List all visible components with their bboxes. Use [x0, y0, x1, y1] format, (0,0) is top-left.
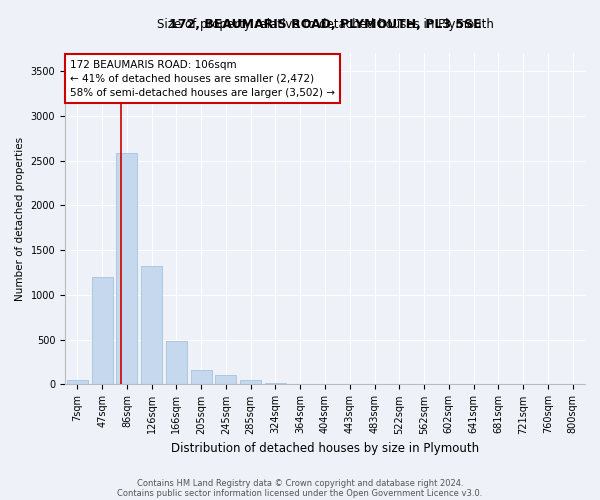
Bar	[67, 380, 88, 384]
Text: Contains HM Land Registry data © Crown copyright and database right 2024.: Contains HM Land Registry data © Crown c…	[137, 478, 463, 488]
Text: Contains public sector information licensed under the Open Government Licence v3: Contains public sector information licen…	[118, 488, 482, 498]
Text: 172, BEAUMARIS ROAD, PLYMOUTH, PL3 5SE: 172, BEAUMARIS ROAD, PLYMOUTH, PL3 5SE	[169, 18, 481, 32]
Bar	[166, 342, 187, 384]
Bar	[265, 383, 286, 384]
Bar	[92, 277, 113, 384]
Y-axis label: Number of detached properties: Number of detached properties	[15, 136, 25, 301]
Bar	[240, 380, 261, 384]
Text: 172 BEAUMARIS ROAD: 106sqm
← 41% of detached houses are smaller (2,472)
58% of s: 172 BEAUMARIS ROAD: 106sqm ← 41% of deta…	[70, 60, 335, 98]
Bar	[116, 154, 137, 384]
X-axis label: Distribution of detached houses by size in Plymouth: Distribution of detached houses by size …	[171, 442, 479, 455]
Title: Size of property relative to detached houses in Plymouth: Size of property relative to detached ho…	[157, 18, 493, 31]
Bar	[191, 370, 212, 384]
Bar	[141, 266, 162, 384]
Bar	[215, 375, 236, 384]
